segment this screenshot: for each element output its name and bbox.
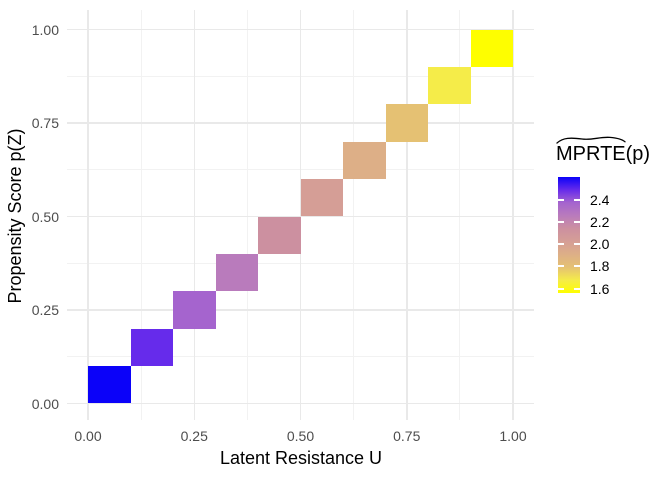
x-minor-gridline	[353, 10, 355, 420]
y-major-gridline	[67, 402, 534, 405]
heatmap-tile	[258, 216, 301, 254]
legend-tick-mark	[574, 221, 580, 224]
legend-colorbar	[558, 177, 580, 293]
legend-tick-mark	[558, 243, 564, 246]
heatmap-tile	[385, 104, 428, 142]
legend-tick-mark	[558, 199, 564, 202]
y-tick-label: 0.25	[31, 302, 59, 318]
legend-tick-label: 2.4	[590, 192, 610, 209]
legend-tick-label: 1.8	[590, 258, 610, 275]
heatmap-tile	[88, 366, 131, 404]
y-tick-label: 0.75	[31, 115, 59, 131]
x-major-gridline	[87, 10, 89, 420]
heatmap-tile	[428, 66, 471, 105]
heatmap-tile	[470, 29, 513, 67]
x-tick-label: 0.75	[393, 428, 421, 444]
y-major-gridline	[67, 215, 534, 218]
heatmap-tile	[343, 141, 386, 180]
y-major-gridline	[67, 122, 534, 124]
legend-title-suffix: (p)	[625, 143, 651, 165]
y-tick-label: 1.00	[31, 21, 59, 38]
x-minor-gridline	[459, 10, 461, 420]
y-major-gridline	[67, 309, 534, 311]
heatmap-tile	[130, 328, 173, 367]
x-tick-label: 0.00	[74, 428, 102, 444]
y-major-gridline	[67, 28, 534, 31]
x-major-gridline	[193, 10, 195, 420]
legend-tick-mark	[558, 265, 564, 268]
heatmap-tile	[215, 253, 258, 292]
x-minor-gridline	[246, 10, 248, 420]
legend-tick-mark	[574, 243, 580, 246]
x-minor-gridline	[140, 10, 142, 420]
y-axis-title: Propensity Score p(Z)	[5, 128, 25, 304]
legend-tick-mark	[574, 199, 580, 202]
legend-title-main: MPRTE	[556, 143, 626, 165]
x-tick-label: 0.50	[286, 428, 315, 444]
legend-tick-mark	[574, 265, 580, 268]
legend-title: MPRTE(p)	[556, 135, 650, 165]
y-tick-label: 0.00	[31, 395, 59, 412]
legend-tick-mark	[574, 287, 580, 290]
heatmap-tile	[173, 291, 216, 329]
heatmap-tile	[300, 179, 343, 217]
x-major-gridline	[406, 10, 408, 420]
legend-tick-label: 1.6	[590, 280, 610, 297]
legend-tick-mark	[558, 287, 564, 290]
widetilde-icon	[556, 136, 626, 144]
legend-tick-label: 2.2	[590, 214, 610, 231]
y-tick-label: 0.50	[31, 208, 59, 225]
plot-panel	[67, 10, 534, 420]
x-tick-label: 0.25	[180, 428, 208, 444]
x-major-gridline	[512, 10, 514, 420]
legend-tick-mark	[558, 221, 564, 224]
legend-tick-label: 2.0	[590, 236, 610, 253]
x-tick-label: 1.00	[499, 428, 527, 444]
x-axis-title: Latent Resistance U	[219, 448, 383, 468]
